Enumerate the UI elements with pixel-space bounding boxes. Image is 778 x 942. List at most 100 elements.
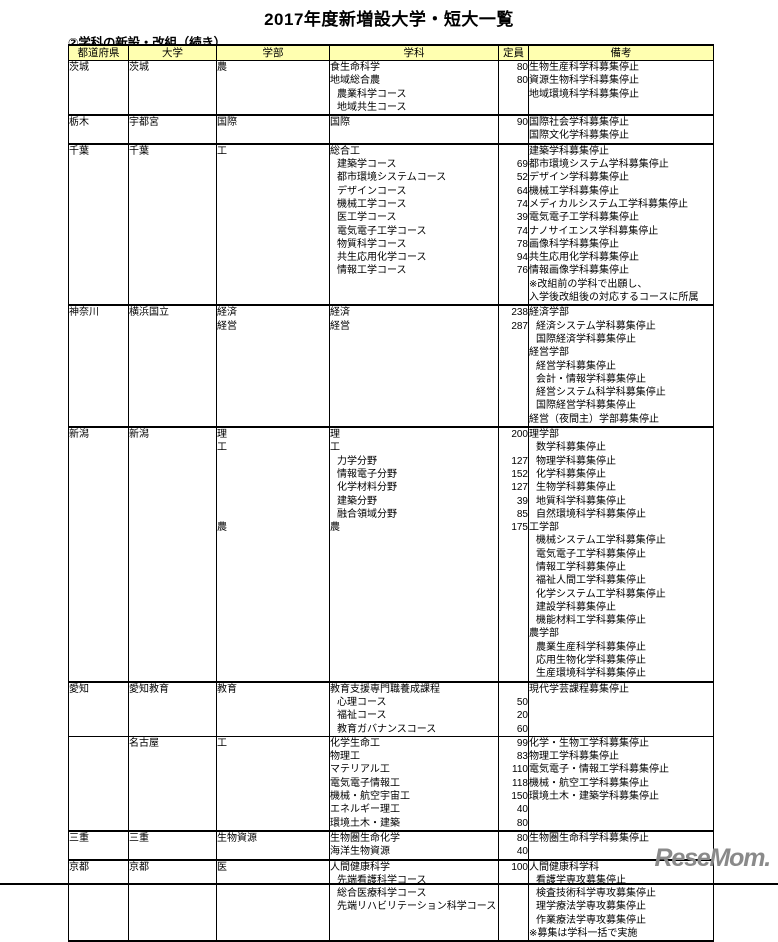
cell-quota: 99 83 110 118 150 40 80	[498, 735, 529, 832]
prefecture-line	[69, 737, 128, 750]
department-line: 先端看護科学コース	[337, 874, 427, 886]
cell-remarks: 理学部 数学科募集停止 物理学科募集停止 化学科募集停止 生物学科募集停止 地質科学科募集…	[528, 426, 714, 683]
quota-line: 175	[511, 522, 528, 534]
remarks-line: 建設学科募集停止	[536, 601, 616, 613]
quota-line: 80	[516, 832, 528, 844]
prefecture-line: 千葉	[69, 145, 89, 157]
faculty-line: 教育	[217, 683, 237, 695]
cell-university: 宇都宮	[128, 114, 217, 145]
cell-university: 横浜国立	[128, 304, 217, 428]
cell-department: 経済 経営	[329, 304, 499, 428]
cell-remarks: 生物生産科学科募集停止 資源生物科学科募集停止 地域環境科学科募集停止	[528, 60, 714, 116]
remarks-line: 電気電子工学科募集停止	[529, 212, 639, 224]
department-line: 心理コース	[337, 696, 387, 708]
faculty-line	[217, 468, 329, 481]
university-line: 新潟	[129, 429, 149, 441]
quota-line: 50	[516, 696, 528, 708]
quota-line	[499, 88, 528, 101]
prefecture-line: 神奈川	[69, 307, 99, 319]
remarks-line: 電気電子工学科募集停止	[536, 548, 646, 560]
remarks-line: 検査技術科学専攻募集停止	[536, 888, 656, 900]
remarks-line: 建築学科募集停止	[529, 145, 609, 157]
university-line: 茨城	[129, 62, 149, 73]
department-line: 融合領域分野	[337, 508, 397, 520]
cell-faculty: 生物資源	[216, 829, 330, 861]
remarks-line: 機械工学科募集停止	[529, 185, 619, 197]
cell-remarks: 生物圏生命科学科募集停止	[528, 829, 714, 861]
prefecture-line: 愛知	[69, 683, 89, 695]
cell-prefecture	[68, 735, 129, 832]
cell-university: 新潟	[128, 426, 217, 683]
remarks-line: 化学・生物工学科募集停止	[529, 737, 649, 749]
page-title: 2017年度新増設大学・短大一覧	[264, 10, 514, 29]
bottom-rule	[0, 883, 778, 885]
department-line: 工	[330, 442, 340, 454]
remarks-line: 生物学科募集停止	[536, 482, 616, 494]
cell-prefecture: 神奈川	[68, 304, 129, 428]
remarks-line: 理学部	[529, 429, 559, 441]
remarks-line: 機械・航空工学科募集停止	[529, 777, 649, 789]
remarks-line: 会計・情報学科募集停止	[536, 373, 646, 385]
cell-quota: 69 52 64 74 39 74 78 94 76	[498, 142, 529, 306]
remarks-line: ※改組前の学科で出願し、	[529, 278, 648, 290]
remarks-line: 経済システム学科募集停止	[536, 320, 656, 332]
col-header-department: 学科	[329, 44, 499, 61]
department-line: マテリアル工	[330, 764, 390, 776]
quota-line: 127	[511, 455, 528, 467]
faculty-line	[217, 508, 329, 521]
faculty-line: 経済	[217, 307, 237, 319]
department-line: 共生応用化学コース	[337, 252, 427, 264]
cell-prefecture: 茨城	[68, 60, 129, 116]
col-header-prefecture: 都道府県	[68, 44, 129, 61]
quota-line: 74	[516, 225, 528, 237]
department-line: エネルギー理工	[330, 804, 400, 816]
quota-line	[499, 683, 528, 696]
cell-department: 教育支援専門職養成課程 心理コース 福祉コース 教育ガバナンスコース	[329, 680, 499, 737]
quota-line: 20	[516, 710, 528, 722]
cell-remarks: 化学・生物工学科募集停止 物理工学科募集停止 電気電子・情報工学科募集停止 機械・航空…	[528, 735, 714, 832]
department-line: 情報電子分野	[337, 468, 397, 480]
department-line: 都市環境システムコース	[337, 172, 447, 184]
cell-prefecture: 千葉	[68, 142, 129, 306]
quota-line: 74	[516, 198, 528, 210]
remarks-line: 情報画像学科募集停止	[529, 265, 629, 277]
remarks-line: メディカルシステム工学科募集停止	[529, 198, 688, 210]
table-row: 栃木 宇都宮 国際 国際 90 国際社会学科募集停止 国際文化学科募集停止	[68, 114, 714, 145]
university-line: 名古屋	[129, 737, 159, 749]
cell-department: 人間健康科学 先端看護科学コース 総合医療科学コース 先端リハビリテーション科学コース	[329, 858, 499, 942]
faculty-line: 農	[217, 62, 227, 73]
table-head: 都道府県 大学 学部 学科 定員 備考	[68, 44, 714, 61]
department-line: 先端リハビリテーション科学コース	[337, 901, 497, 913]
remarks-line: 経営学科募集停止	[536, 360, 616, 372]
col-header-faculty: 学部	[216, 44, 330, 61]
quota-line	[499, 441, 528, 454]
cell-faculty: 医	[216, 858, 330, 942]
quota-line	[499, 145, 528, 158]
department-line: 建築学コース	[337, 159, 397, 171]
remarks-line: 物理工学科募集停止	[529, 751, 619, 763]
quota-line: 80	[516, 62, 528, 73]
department-line: 電気電子工学コース	[337, 225, 427, 237]
cell-university: 三重	[128, 829, 217, 861]
quota-line: 52	[516, 172, 528, 184]
faculty-line: 医	[217, 861, 227, 873]
table-row: 三重 三重 生物資源 生物圏生命化学 海洋生物資源 80 40 生物圏生命科学科募集停止	[68, 829, 714, 861]
remarks-line: 経営学部	[529, 347, 569, 359]
department-line: 海洋生物資源	[330, 846, 390, 858]
table-header-row: 都道府県 大学 学部 学科 定員 備考	[68, 44, 714, 61]
faculty-line	[217, 455, 329, 468]
university-table-wrapper: 都道府県 大学 学部 学科 定員 備考 茨城 茨城 農 食生命科学 地域総合農 農業科学コ…	[68, 44, 714, 942]
col-header-remarks: 備考	[528, 44, 714, 61]
cell-faculty: 農	[216, 60, 330, 116]
department-line: 機械工学コース	[337, 198, 407, 210]
faculty-line: 工	[217, 145, 227, 157]
cell-faculty: 理工 農	[216, 426, 330, 683]
department-line: 福祉コース	[337, 710, 387, 722]
cell-prefecture: 栃木	[68, 114, 129, 145]
quota-line: 80	[516, 817, 528, 829]
col-header-quota: 定員	[498, 44, 529, 61]
remarks-line: 国際社会学科募集停止	[529, 117, 629, 129]
quota-line: 100	[511, 861, 528, 873]
cell-department: 食生命科学 地域総合農 農業科学コース 地域共生コース	[329, 60, 499, 116]
remarks-line: 人間健康科学科	[529, 861, 599, 873]
